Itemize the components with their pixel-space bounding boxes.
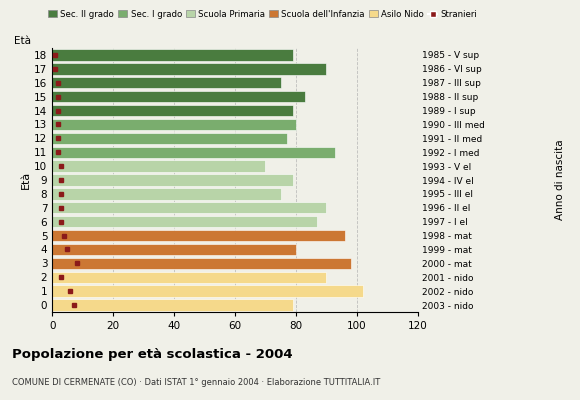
Bar [52, 119, 296, 130]
Text: Anno di nascita: Anno di nascita [554, 140, 565, 220]
Bar [52, 258, 350, 269]
Text: Popolazione per età scolastica - 2004: Popolazione per età scolastica - 2004 [12, 348, 292, 361]
Bar [52, 105, 293, 116]
Bar [52, 299, 293, 311]
Text: Età: Età [14, 36, 31, 46]
Bar [52, 49, 293, 61]
Y-axis label: Età: Età [21, 171, 31, 189]
Bar [52, 91, 305, 102]
Bar [52, 63, 326, 74]
Bar [52, 272, 326, 283]
Bar [52, 133, 287, 144]
Bar [52, 77, 281, 88]
Bar [52, 188, 281, 200]
Bar [52, 216, 317, 227]
Bar [52, 286, 363, 297]
Text: COMUNE DI CERMENATE (CO) · Dati ISTAT 1° gennaio 2004 · Elaborazione TUTTITALIA.: COMUNE DI CERMENATE (CO) · Dati ISTAT 1°… [12, 378, 380, 387]
Bar [52, 202, 326, 214]
Bar [52, 244, 296, 255]
Bar [52, 174, 293, 186]
Legend: Sec. II grado, Sec. I grado, Scuola Primaria, Scuola dell'Infanzia, Asilo Nido, : Sec. II grado, Sec. I grado, Scuola Prim… [45, 6, 481, 22]
Bar [52, 230, 345, 241]
Bar [52, 146, 335, 158]
Bar [52, 160, 266, 172]
